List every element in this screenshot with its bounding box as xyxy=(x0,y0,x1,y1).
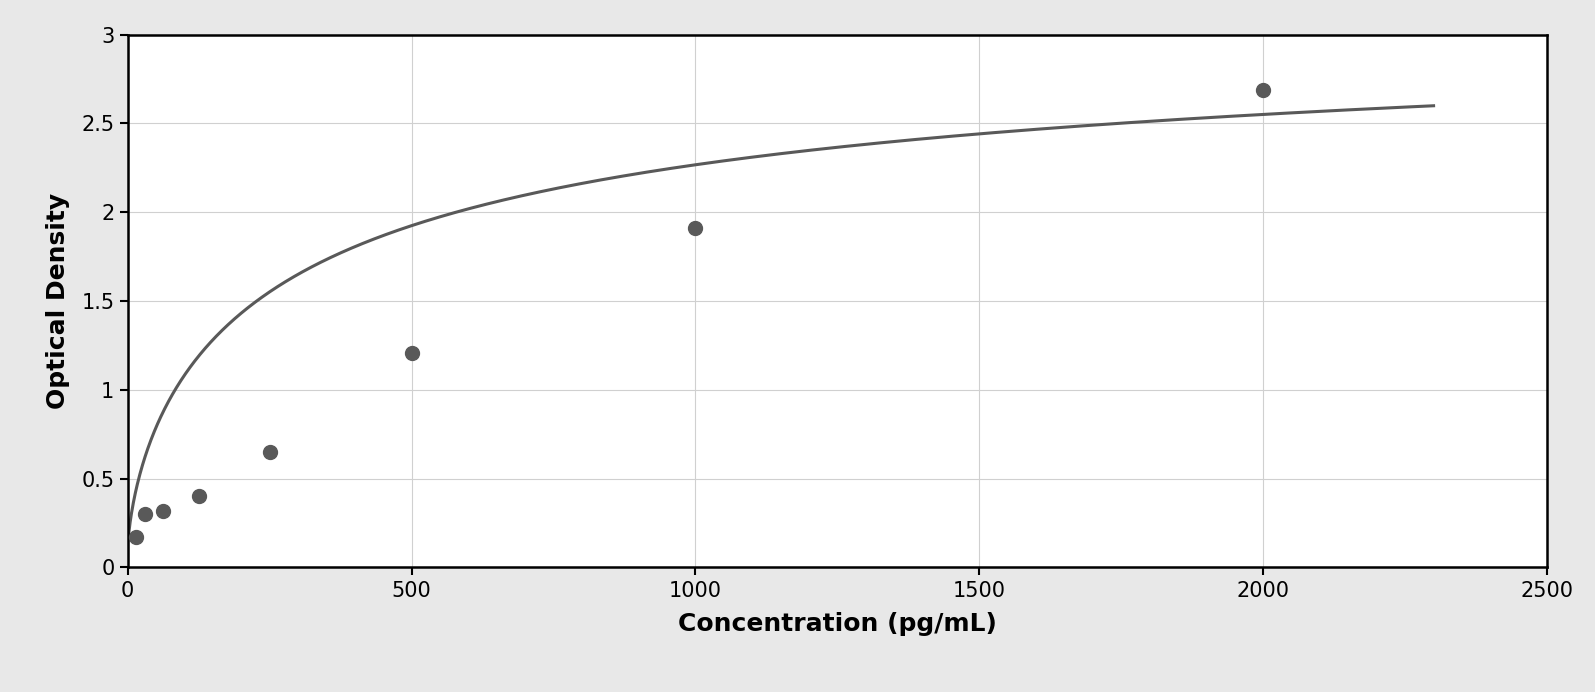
Point xyxy=(399,347,424,358)
Point xyxy=(185,491,211,502)
Point xyxy=(124,531,150,543)
Point xyxy=(257,446,282,457)
X-axis label: Concentration (pg/mL): Concentration (pg/mL) xyxy=(678,612,997,636)
Point xyxy=(132,509,158,520)
Y-axis label: Optical Density: Optical Density xyxy=(46,193,70,409)
Point xyxy=(1250,84,1276,95)
Point xyxy=(150,505,175,516)
Point xyxy=(683,223,708,234)
